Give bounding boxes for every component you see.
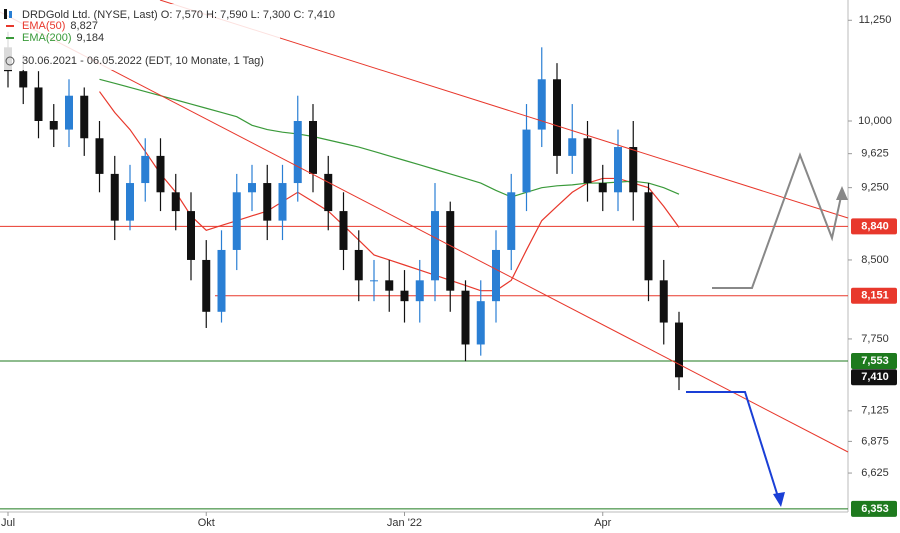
y-tick-label: 6,625 — [861, 467, 889, 479]
candle-body — [156, 155, 165, 193]
candle-body — [217, 249, 226, 312]
arrow-head — [773, 492, 785, 507]
candle-body — [65, 95, 73, 130]
y-tick-label: 11,250 — [859, 14, 892, 26]
candle-body — [126, 183, 134, 221]
level-label: 7,410 — [861, 371, 889, 383]
candle-body — [232, 192, 241, 250]
level-tag — [851, 500, 897, 517]
x-tick-label: Okt — [198, 517, 215, 529]
candle-body — [202, 259, 211, 312]
legend-value: 8,827 — [70, 20, 98, 32]
candle-body — [461, 290, 470, 345]
candle-body — [248, 183, 256, 193]
candle-body — [187, 211, 195, 260]
y-tick-label: 10,000 — [858, 115, 892, 127]
candle-body — [659, 280, 668, 323]
candle-body — [583, 138, 592, 184]
candle-body — [278, 183, 287, 221]
arrow-head — [836, 186, 848, 200]
legend-box — [0, 4, 280, 70]
level-tag — [851, 218, 897, 235]
y-tick-label: 9,250 — [861, 182, 889, 194]
projection-arrow — [712, 152, 843, 289]
candle-body — [522, 129, 531, 193]
candle-body — [263, 183, 272, 221]
candle-body — [80, 95, 89, 139]
candle-body — [49, 120, 58, 130]
x-tick-label: Jan '22 — [387, 517, 422, 529]
candle-body — [553, 79, 561, 156]
candle-body — [507, 192, 516, 250]
x-tick-label: Apr — [594, 517, 611, 529]
candle-body — [446, 211, 455, 291]
y-tick-label: 9,625 — [861, 148, 889, 160]
candle-body — [614, 147, 622, 193]
candle-body — [431, 211, 439, 281]
title-icon — [9, 11, 12, 18]
candle-body — [492, 249, 500, 302]
subtitle-icon — [5, 56, 15, 66]
candle-body — [598, 183, 607, 193]
candle-body — [644, 192, 653, 281]
candle-body — [476, 301, 485, 345]
y-tick-label: 8,500 — [861, 254, 889, 266]
x-tick-label: Jul — [1, 517, 15, 529]
candle-body — [385, 280, 394, 291]
level-label: 7,553 — [861, 355, 889, 367]
candle-body — [110, 173, 119, 221]
candle-body — [309, 120, 317, 174]
candle-body — [675, 322, 683, 378]
candle-body — [568, 138, 577, 156]
legend-label: EMA(50) — [22, 20, 65, 32]
level-label: 6,353 — [861, 503, 889, 515]
level-tag — [851, 287, 897, 304]
level-tag — [851, 369, 897, 386]
ema-line — [99, 78, 680, 198]
y-tick-label: 7,125 — [861, 405, 889, 417]
chart-title: DRDGold Ltd. (NYSE, Last) O: 7,570 H: 7,… — [22, 9, 335, 21]
candle-body — [400, 290, 409, 302]
level-tag — [851, 352, 897, 369]
candle-body — [171, 192, 180, 212]
candle-body — [370, 280, 378, 282]
candle-body — [415, 280, 424, 302]
title-icon — [4, 9, 7, 19]
legend-value: 9,184 — [77, 32, 105, 44]
candle-body — [537, 79, 546, 130]
legend-label: EMA(200) — [22, 32, 72, 44]
level-label: 8,151 — [861, 290, 889, 302]
chart-subtitle: 30.06.2021 - 06.05.2022 (EDT, 10 Monate,… — [22, 55, 264, 67]
trendline — [0, 11, 849, 453]
candle-body — [95, 138, 104, 174]
candle-body — [293, 120, 302, 184]
candle-body — [339, 211, 348, 250]
candle-body — [629, 147, 638, 193]
projection-arrow — [686, 391, 780, 501]
candle-body — [34, 87, 43, 121]
candle-body — [141, 155, 150, 184]
candle-body — [354, 249, 363, 281]
y-tick-label: 7,750 — [861, 333, 889, 345]
y-tick-label: 6,875 — [861, 435, 889, 447]
candle-body — [19, 71, 28, 88]
candle-body — [324, 173, 333, 212]
level-label: 8,840 — [861, 220, 889, 232]
